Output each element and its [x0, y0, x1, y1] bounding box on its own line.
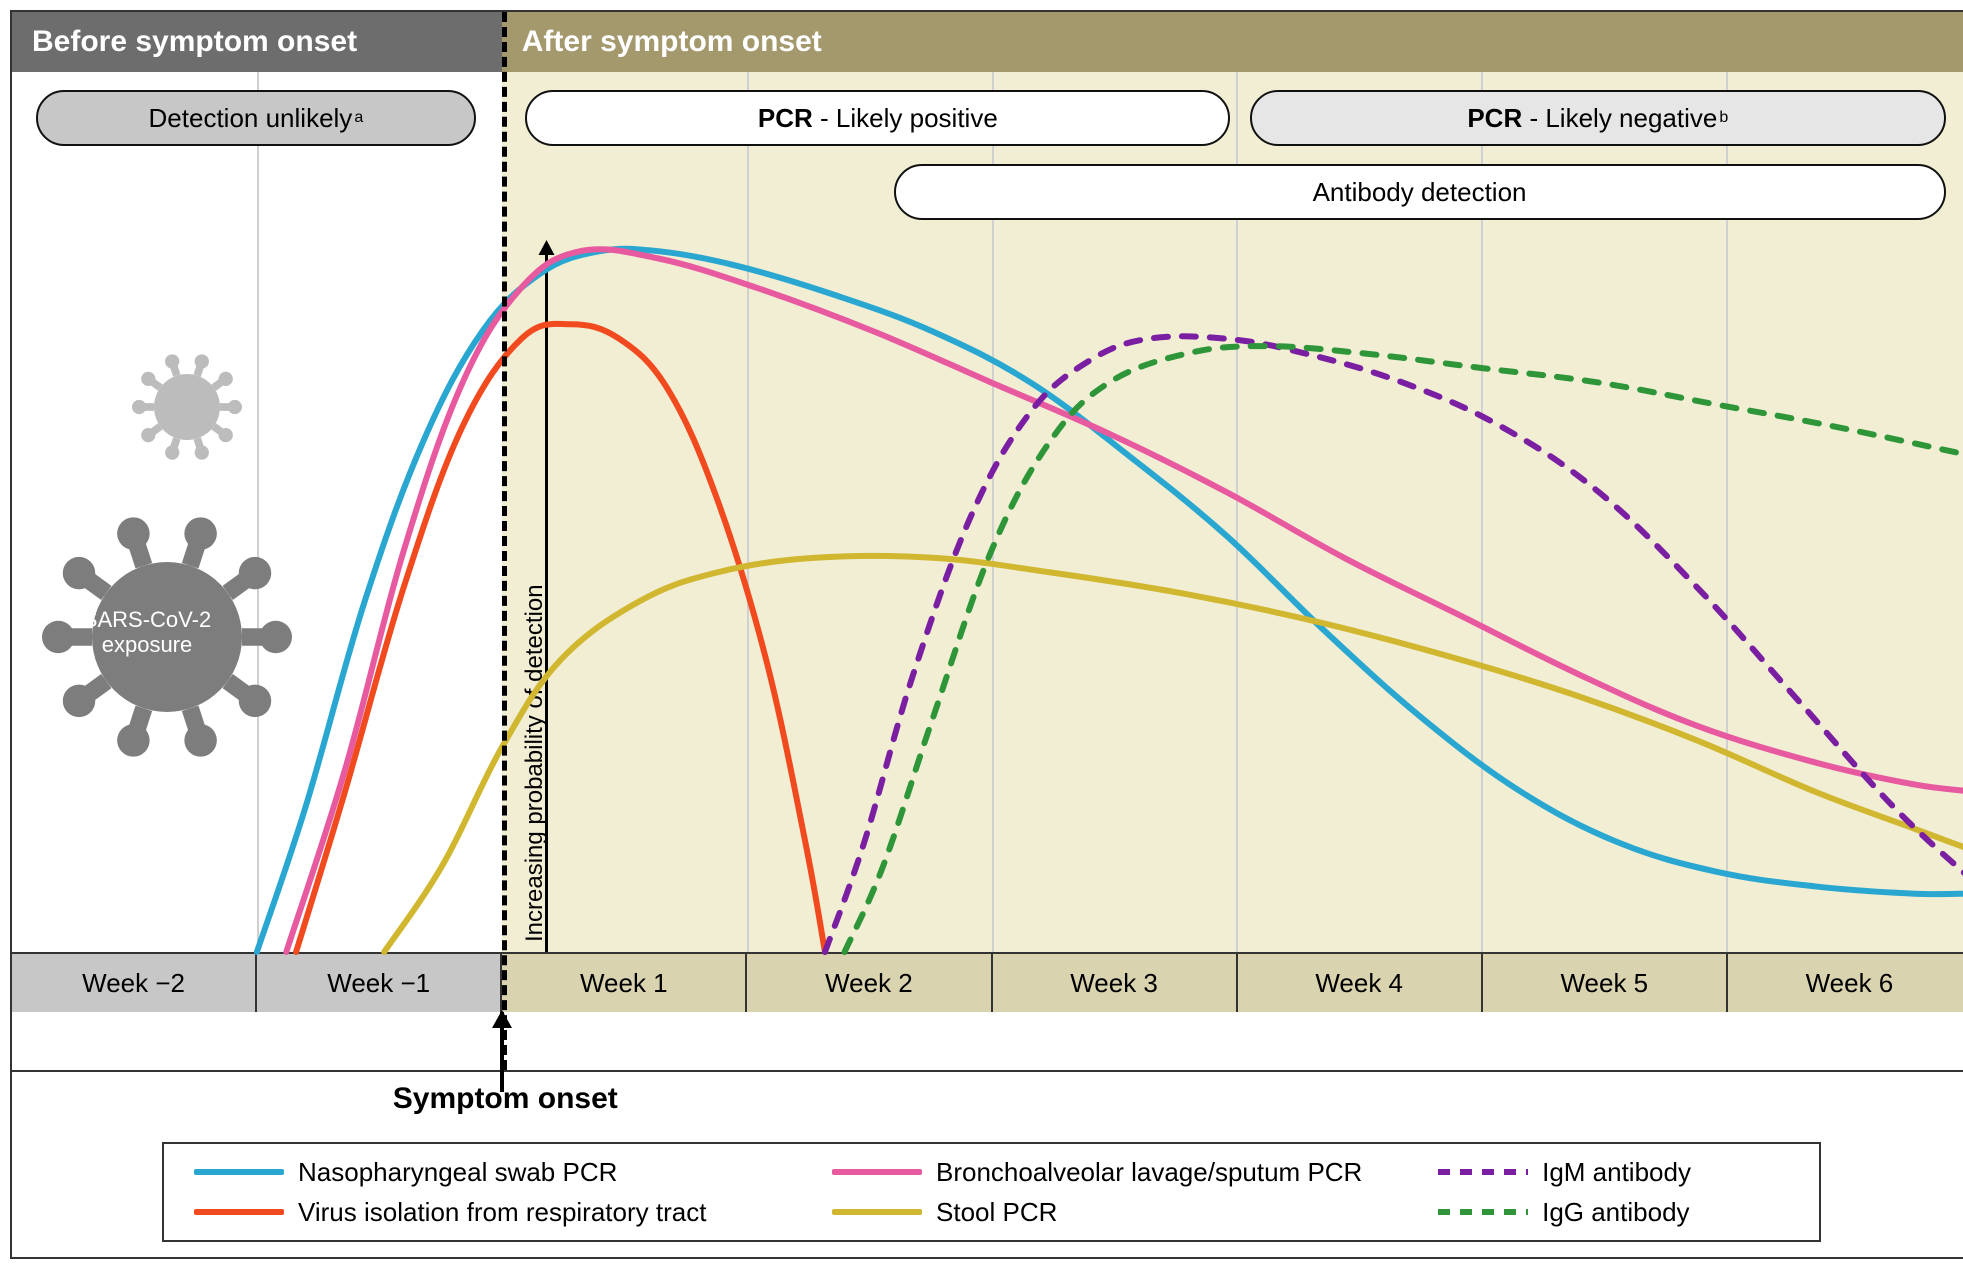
week-axis-row: Week −2Week −1Week 1Week 2Week 3Week 4We…: [12, 952, 1963, 1012]
legend-swatch: [832, 1209, 922, 1215]
legend-box: Nasopharyngeal swab PCR Bronchoalveolar l…: [162, 1142, 1821, 1242]
legend-label: Nasopharyngeal swab PCR: [298, 1157, 617, 1188]
yaxis-label: Increasing probability of detection: [521, 584, 549, 942]
legend-item-bal_sputum: Bronchoalveolar lavage/sputum PCR: [832, 1157, 1438, 1188]
legend-label: IgG antibody: [1542, 1197, 1689, 1228]
legend-row: Nasopharyngeal swab PCR Bronchoalveolar l…: [194, 1152, 1789, 1192]
plot-area: Detection unlikelya PCR - Likely positiv…: [12, 72, 1963, 1012]
header-before-onset: Before symptom onset: [12, 12, 502, 72]
legend-label: Virus isolation from respiratory tract: [298, 1197, 706, 1228]
footnote-a: a: [354, 109, 363, 127]
pill-label: PCR - Likely positive: [758, 103, 998, 134]
legend-label: Stool PCR: [936, 1197, 1057, 1228]
pill-antibody-detection: Antibody detection: [894, 164, 1946, 220]
gridline: [747, 72, 749, 952]
pill-label: Antibody detection: [1313, 177, 1527, 208]
pill-detection-unlikely: Detection unlikelya: [36, 90, 477, 146]
header-row: Before symptom onset After symptom onset: [12, 12, 1963, 72]
virus-exposure-label: SARS-CoV-2 exposure: [72, 607, 222, 658]
pill-pcr-negative: PCR - Likely negativeb: [1250, 90, 1945, 146]
week-cell: Week 5: [1483, 952, 1728, 1012]
legend-item-igg: IgG antibody: [1438, 1197, 1789, 1228]
legend-row: Virus isolation from respiratory tract St…: [194, 1192, 1789, 1232]
chart-region: Before symptom onset After symptom onset…: [12, 12, 1963, 1072]
pill-pcr-positive: PCR - Likely positive: [525, 90, 1230, 146]
legend-swatch: [1438, 1169, 1528, 1175]
pill-label: PCR - Likely negative: [1467, 103, 1717, 134]
legend-label: Bronchoalveolar lavage/sputum PCR: [936, 1157, 1362, 1188]
week-cell: Week −1: [257, 952, 502, 1012]
week-cell: Week 2: [747, 952, 992, 1012]
week-cell: Week 6: [1728, 952, 1963, 1012]
week-cell: Week 1: [502, 952, 747, 1012]
footnote-b: b: [1719, 109, 1728, 127]
symptom-onset-label: Symptom onset: [393, 1082, 618, 1116]
legend-item-igm: IgM antibody: [1438, 1157, 1789, 1188]
legend-item-stool_pcr: Stool PCR: [832, 1197, 1438, 1228]
virus-icon-small: [132, 352, 242, 467]
week-cell: Week 4: [1238, 952, 1483, 1012]
figure-frame: Before symptom onset After symptom onset…: [10, 10, 1963, 1259]
virus-label-line1: SARS-CoV-2: [83, 607, 211, 632]
legend-swatch: [1438, 1209, 1528, 1215]
legend-label: IgM antibody: [1542, 1157, 1691, 1188]
legend-swatch: [832, 1169, 922, 1175]
week-cell: Week 3: [993, 952, 1238, 1012]
legend-item-nasopharyngeal: Nasopharyngeal swab PCR: [194, 1157, 832, 1188]
legend-swatch: [194, 1169, 284, 1175]
virus-label-line2: exposure: [102, 632, 193, 657]
week-cell: Week −2: [12, 952, 257, 1012]
yaxis-arrowhead: [538, 240, 554, 255]
pill-label: Detection unlikely: [149, 103, 353, 134]
legend-item-virus_isolation: Virus isolation from respiratory tract: [194, 1197, 832, 1228]
symptom-onset-line: [502, 12, 507, 1070]
legend-swatch: [194, 1209, 284, 1215]
header-after-onset: After symptom onset: [502, 12, 1963, 72]
